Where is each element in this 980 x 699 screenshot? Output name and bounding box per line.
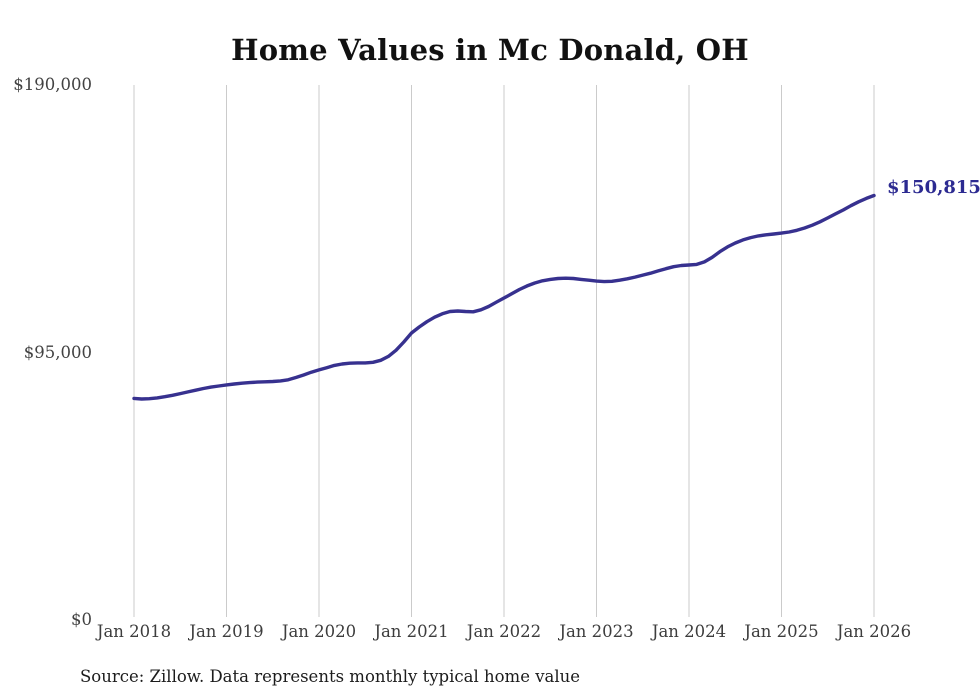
x-axis-tick-label: Jan 2019 — [189, 622, 264, 641]
x-axis-tick-label: Jan 2023 — [559, 622, 634, 641]
y-axis-tick-label: $95,000 — [23, 343, 92, 362]
chart-title: Home Values in Mc Donald, OH — [231, 33, 749, 67]
x-axis-tick-label: Jan 2018 — [96, 622, 172, 641]
x-axis-tick-label: Jan 2022 — [466, 622, 542, 641]
x-axis-tick-label: Jan 2020 — [281, 622, 357, 641]
x-axis-tick-label: Jan 2026 — [836, 622, 912, 641]
x-axis-tick-label: Jan 2025 — [744, 622, 819, 641]
y-axis-tick-label: $0 — [71, 610, 92, 629]
x-axis-tick-label: Jan 2024 — [651, 622, 727, 641]
x-axis-tick-label: Jan 2021 — [374, 622, 449, 641]
y-axis-tick-label: $190,000 — [13, 75, 92, 94]
home-value-line — [132, 193, 876, 401]
end-value-label: $150,815 — [887, 177, 980, 198]
source-note: Source: Zillow. Data represents monthly … — [80, 667, 581, 686]
